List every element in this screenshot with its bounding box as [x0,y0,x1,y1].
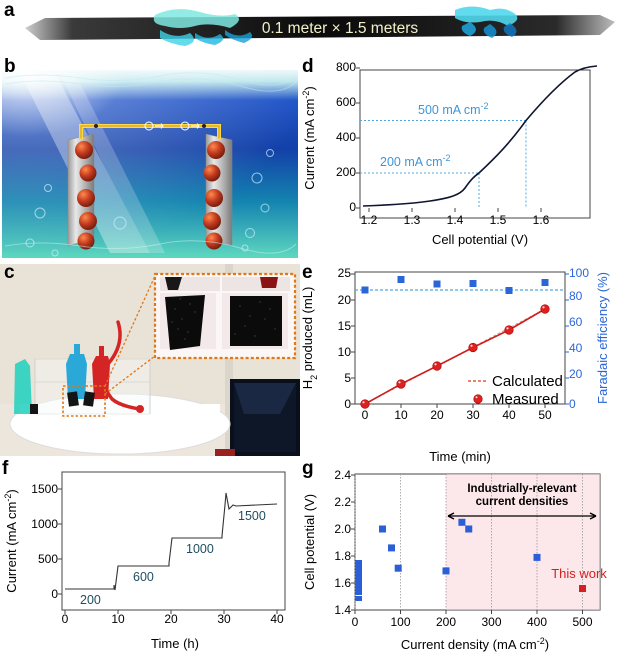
svg-text:1.6: 1.6 [533,213,550,227]
svg-text:400: 400 [336,130,356,144]
svg-text:100: 100 [569,266,589,280]
svg-text:2.2: 2.2 [334,495,351,509]
svg-text:Time (min): Time (min) [429,449,491,464]
svg-text:Calculated: Calculated [492,373,563,390]
svg-text:40: 40 [569,341,583,355]
svg-text:Current density (mA cm-2): Current density (mA cm-2) [401,636,549,652]
svg-text:1.8: 1.8 [334,549,351,563]
svg-text:10: 10 [394,408,408,422]
svg-text:600: 600 [133,570,154,584]
svg-text:0.1 meter × 1.5 meters: 0.1 meter × 1.5 meters [262,20,419,37]
svg-text:20: 20 [164,612,178,626]
svg-text:Faradaic efficiency (%): Faradaic efficiency (%) [595,272,610,404]
svg-text:Cell potential (V): Cell potential (V) [432,232,528,247]
svg-text:80: 80 [569,289,583,303]
svg-text:400: 400 [527,615,547,629]
svg-text:25: 25 [338,266,352,280]
svg-text:1.6: 1.6 [334,576,351,590]
svg-text:0: 0 [344,397,351,411]
svg-text:100: 100 [390,615,410,629]
svg-text:Time (h): Time (h) [151,636,199,651]
svg-text:0: 0 [62,612,69,626]
svg-text:Current (mA cm-2): Current (mA cm-2) [301,86,317,189]
svg-text:600: 600 [336,95,356,109]
svg-text:5: 5 [344,371,351,385]
svg-text:Current (mA cm-2): Current (mA cm-2) [3,489,19,592]
svg-text:20: 20 [430,408,444,422]
svg-text:300: 300 [481,615,501,629]
svg-text:50: 50 [538,408,552,422]
svg-text:30: 30 [466,408,480,422]
svg-text:10: 10 [111,612,125,626]
svg-text:200 mA cm-2: 200 mA cm-2 [380,153,451,169]
svg-text:500: 500 [572,615,592,629]
svg-text:30: 30 [217,612,231,626]
svg-text:Measured: Measured [492,391,559,408]
svg-text:0: 0 [352,615,359,629]
svg-text:40: 40 [270,612,284,626]
svg-text:Industrially-relevant: Industrially-relevant [467,483,576,495]
svg-text:10: 10 [338,345,352,359]
svg-text:500 mA cm-2: 500 mA cm-2 [418,101,489,117]
svg-text:200: 200 [80,593,101,607]
svg-text:1.3: 1.3 [404,213,421,227]
svg-text:1500: 1500 [31,482,58,496]
svg-text:This work: This work [551,566,607,581]
svg-text:1.4: 1.4 [447,213,464,227]
svg-text:1500: 1500 [238,509,266,523]
svg-text:20: 20 [569,367,583,381]
svg-text:1000: 1000 [186,542,214,556]
svg-text:800: 800 [336,60,356,74]
svg-text:0: 0 [51,587,58,601]
svg-text:1.2: 1.2 [361,213,378,227]
svg-text:40: 40 [502,408,516,422]
svg-text:1.5: 1.5 [490,213,507,227]
svg-text:500: 500 [38,552,58,566]
svg-text:1.4: 1.4 [334,603,351,617]
svg-text:200: 200 [336,165,356,179]
svg-text:200: 200 [436,615,456,629]
svg-text:Cell potential (V): Cell potential (V) [302,494,317,590]
svg-text:20: 20 [338,293,352,307]
svg-text:60: 60 [569,315,583,329]
svg-text:0: 0 [569,397,576,411]
svg-text:2.0: 2.0 [334,522,351,536]
svg-text:1000: 1000 [31,517,58,531]
svg-text:current densities: current densities [476,496,569,508]
svg-text:H2 produced (mL): H2 produced (mL) [300,287,319,390]
svg-text:15: 15 [338,319,352,333]
svg-text:0: 0 [349,200,356,214]
svg-text:0: 0 [362,408,369,422]
